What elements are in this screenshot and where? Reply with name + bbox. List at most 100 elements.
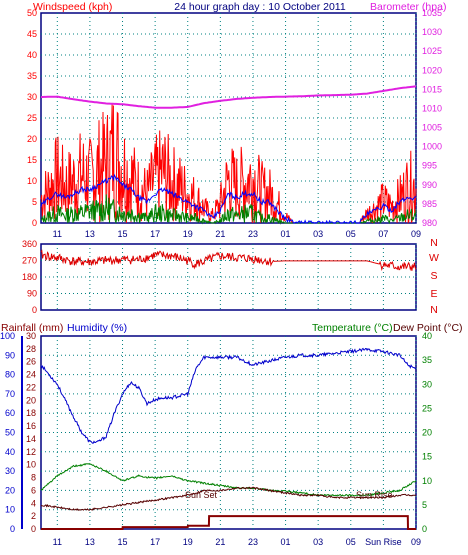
temperature-tick-label: 20 [422,428,432,438]
temperature-tick-label: 15 [422,452,432,462]
series-layer [40,85,417,530]
barometer-tick-label: 1035 [422,8,442,18]
x-tick-label-top: 15 [118,229,128,239]
x-tick-label-top: 01 [281,229,291,239]
windspeed-tick-label: 45 [27,29,37,39]
x-tick-label-top: 03 [313,229,323,239]
rainfall-tick-label: 6 [31,485,36,495]
windspeed-tick-label: 25 [27,113,37,123]
temperature-tick-label: 35 [422,355,432,365]
barometer-tick-label: 1015 [422,84,442,94]
x-tick-label-top: 19 [183,229,193,239]
chart-title: 24 hour graph day : 10 October 2011 [174,1,346,13]
barometer-tick-label: 995 [422,161,437,171]
barometer-axis-title: Barometer (hpa) [370,1,446,13]
rainfall-tick-label: 4 [31,498,36,508]
x-tick-label-top: 07 [378,229,388,239]
rainfall-tick-label: 28 [26,344,36,354]
humidity-tick-label: 10 [5,505,15,515]
compass-label-n-top: N [430,237,438,249]
temperature-tick-label: 25 [422,403,432,413]
windspeed-tick-label: 15 [27,155,37,165]
dewpoint-axis-title: Dew Point (°C) [393,322,463,334]
barometer-tick-label: 1010 [422,103,442,113]
x-tick-label-top: 05 [346,229,356,239]
x-tick-label-top: 21 [215,229,225,239]
x-tick-label-bottom: 21 [215,537,225,547]
humidity-tick-label: 30 [5,466,15,476]
rainfall-tick-label: 26 [26,357,36,367]
rainfall-tick-label: 2 [31,511,36,521]
humidity-tick-label: 0 [10,524,15,534]
barometer-tick-label: 1025 [422,46,442,56]
x-tick-label-top: 13 [85,229,95,239]
sunset-annotation: Sun Set [185,490,218,500]
grid-layer [41,13,417,529]
temperature-tick-label: 30 [422,379,432,389]
x-tick-label-bottom: 03 [313,537,323,547]
compass-label-s: S [430,270,437,282]
x-tick-label-bottom: 13 [85,537,95,547]
direction-tick-label: 0 [32,305,37,315]
x-tick-label-bottom: 01 [281,537,291,547]
rainfall-line [41,515,416,530]
humidity-tick-label: 90 [5,350,15,360]
direction-tick-label: 180 [22,272,37,282]
rainfall-tick-label: 22 [26,382,36,392]
x-tick-label-bottom: 11 [53,537,62,547]
barometer-tick-label: 1005 [422,123,442,133]
rainfall-tick-label: 14 [26,434,36,444]
windspeed-tick-label: 0 [32,218,37,228]
humidity-tick-label: 100 [0,331,15,341]
x-tick-label-top: 17 [150,229,160,239]
windspeed-tick-label: 5 [32,197,37,207]
wind-low-line [40,194,417,225]
rainfall-tick-label: 0 [31,524,36,534]
x-tick-label-bottom: 09 [411,537,421,547]
rainfall-tick-label: 8 [31,473,36,483]
humidity-line [40,347,417,444]
direction-tick-label: 270 [22,256,37,266]
barometer-tick-label: 1030 [422,27,442,37]
rainfall-tick-label: 20 [26,395,36,405]
x-tick-label-bottom: 19 [183,537,193,547]
temperature-tick-label: 10 [422,476,432,486]
rainfall-tick-label: 10 [26,460,36,470]
x-tick-label-bottom: 15 [118,537,128,547]
temperature-tick-label: 40 [422,331,432,341]
temperature-tick-label: 5 [422,500,427,510]
direction-tick-label: 90 [27,289,37,299]
barometer-line [41,85,417,109]
windspeed-tick-label: 35 [27,71,37,81]
windspeed-tick-label: 10 [27,176,37,186]
barometer-tick-label: 990 [422,180,437,190]
dewpoint-line [40,486,417,511]
temperature-axis-title: Temperature (°C) [312,322,393,334]
wind-average-line [40,173,417,225]
windspeed-tick-label: 20 [27,134,37,144]
direction-tick-label: 360 [22,239,37,249]
barometer-tick-label: 980 [422,218,437,228]
compass-label-e: E [430,288,437,300]
barometer-tick-label: 1020 [422,65,442,75]
windspeed-tick-label: 40 [27,50,37,60]
humidity-tick-label: 20 [5,485,15,495]
humidity-tick-label: 70 [5,389,15,399]
rainfall-tick-label: 12 [26,447,36,457]
x-tick-label-bottom: 23 [248,537,258,547]
barometer-tick-label: 1000 [422,142,442,152]
windspeed-axis-title: Windspeed (kph) [33,1,112,13]
humidity-tick-label: 40 [5,447,15,457]
x-tick-label-top: 23 [248,229,258,239]
barometer-tick-label: 985 [422,199,437,209]
humidity-tick-label: 50 [5,428,15,438]
compass-label-n-bottom: N [430,304,438,316]
humidity-tick-label: 80 [5,370,15,380]
sunrise-annotation: Sun Rise [356,490,393,500]
axes-layer: 0510152025303540455098098599099510001005… [0,8,442,547]
temperature-line [40,462,417,497]
x-tick-label-bottom: Sun Rise [365,537,402,547]
x-tick-label-top: 09 [411,229,421,239]
wind-direction-line [40,249,417,272]
rainfall-axis-title: Rainfall (mm) [1,322,63,334]
